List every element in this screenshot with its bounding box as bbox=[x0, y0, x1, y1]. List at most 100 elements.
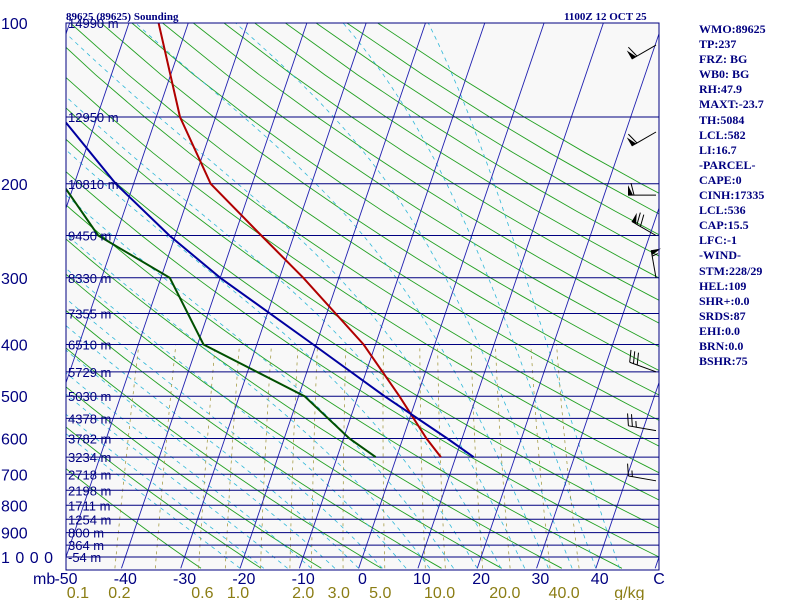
isotherm bbox=[417, 23, 604, 569]
mixing-ratio-label: 0.2 bbox=[108, 585, 130, 600]
temperature-tick-label: -40 bbox=[114, 571, 137, 588]
temperature-tick-label: 20 bbox=[472, 571, 490, 588]
moist-adiabat bbox=[427, 23, 620, 569]
isotherm bbox=[595, 381, 659, 569]
dry-adiabat bbox=[66, 171, 659, 558]
wind-barb bbox=[626, 44, 657, 60]
pressure-axis-unit: mb bbox=[33, 571, 55, 588]
temperature-tick-label: -20 bbox=[232, 571, 255, 588]
dry-adiabat bbox=[193, 23, 659, 324]
wind-barb-feather bbox=[627, 46, 638, 57]
mixing-ratio-label: 1.0 bbox=[227, 585, 249, 600]
wind-barb-flag bbox=[628, 185, 633, 196]
moist-adiabat bbox=[135, 23, 549, 569]
height-label: 3234 m bbox=[68, 450, 111, 465]
pressure-tick-label: 500 bbox=[1, 389, 28, 406]
dry-adiabat bbox=[70, 23, 659, 421]
height-label: 5030 m bbox=[68, 389, 111, 404]
mixing-ratio-label: 20.0 bbox=[489, 585, 520, 600]
pressure-tick-label: 200 bbox=[1, 177, 28, 194]
index-line: CINH:17335 bbox=[699, 188, 765, 203]
mixing-ratio-line bbox=[114, 344, 140, 569]
wind-barb-feather bbox=[636, 212, 641, 225]
dry-adiabat bbox=[131, 23, 659, 372]
dry-adiabat bbox=[100, 23, 659, 396]
height-label: 800 m bbox=[68, 526, 104, 541]
height-label: 12950 m bbox=[68, 110, 119, 125]
wind-barb-staff bbox=[628, 475, 657, 482]
mixing-ratio-line bbox=[342, 344, 347, 569]
isotherm bbox=[66, 23, 249, 559]
moist-adiabat bbox=[66, 194, 454, 569]
mixing-ratio-label: 10.0 bbox=[424, 585, 455, 600]
height-label: 6510 m bbox=[68, 338, 111, 353]
pressure-tick-label: 700 bbox=[1, 467, 28, 484]
mixing-ratio-label: 0.6 bbox=[191, 585, 213, 600]
index-line: -PARCEL- bbox=[699, 157, 756, 172]
wind-barb-staff bbox=[631, 221, 657, 236]
mixing-ratio-line bbox=[260, 344, 272, 569]
moist-adiabat bbox=[66, 433, 241, 569]
index-line: STM:228/29 bbox=[699, 263, 763, 278]
plot-frame bbox=[65, 22, 660, 571]
index-line: BSHR:75 bbox=[699, 354, 748, 369]
dry-adiabat bbox=[254, 23, 659, 279]
mixing-ratio-line bbox=[470, 344, 484, 569]
mixing-ratio-line bbox=[419, 344, 426, 569]
mixing-ratio-label: 40.0 bbox=[549, 585, 580, 600]
index-line: TH:5084 bbox=[699, 112, 745, 127]
wind-barb-feather bbox=[630, 182, 635, 196]
wind-barb-feather bbox=[627, 133, 638, 144]
height-label: 364 m bbox=[68, 538, 104, 553]
dewpoint-profile bbox=[66, 187, 377, 458]
temperature-tick-label: C bbox=[653, 571, 665, 588]
mixing-ratio-label: 5.0 bbox=[369, 585, 391, 600]
temperature-tick-label: 30 bbox=[532, 571, 550, 588]
wind-barb-flag bbox=[626, 50, 637, 60]
pressure-tick-label: 1000 bbox=[1, 550, 53, 567]
sounding-time: 1100Z 12 OCT 25 bbox=[564, 11, 647, 23]
wind-barb-feather bbox=[627, 413, 629, 426]
height-label: 5729 m bbox=[68, 365, 111, 380]
plot-area bbox=[66, 23, 659, 570]
index-line: SRDS:87 bbox=[699, 308, 746, 323]
pressure-tick-label: 300 bbox=[1, 271, 28, 288]
index-line: CAP:15.5 bbox=[699, 218, 749, 233]
isotherm bbox=[66, 23, 71, 36]
dry-adiabat bbox=[66, 46, 659, 447]
moist-adiabat bbox=[235, 23, 573, 569]
wind-barb-feather bbox=[639, 214, 645, 227]
pressure-tick-label: 600 bbox=[1, 432, 28, 449]
wind-barb-feather bbox=[630, 414, 633, 427]
wind-barb-flag bbox=[626, 137, 637, 147]
dry-adiabat bbox=[66, 309, 442, 569]
wind-barb bbox=[627, 413, 657, 432]
index-line: FRZ: BG bbox=[699, 52, 748, 67]
height-label: 10810 m bbox=[68, 177, 119, 192]
temperature-tick-label: -30 bbox=[173, 571, 196, 588]
wind-barb bbox=[629, 349, 657, 373]
dry-adiabat bbox=[223, 23, 659, 301]
moist-adiabat bbox=[66, 349, 336, 569]
height-label: 2198 m bbox=[68, 483, 111, 498]
isotherm bbox=[476, 32, 659, 569]
mixing-ratio-label: 0.1 bbox=[67, 585, 89, 600]
index-line: LFC:-1 bbox=[699, 233, 737, 248]
mixing-ratio-line bbox=[154, 344, 177, 569]
temperature-profile bbox=[157, 23, 442, 458]
indices-panel: WMO:89625 TP:237 FRZ: BG WB0: BG RH:47.9 MAXT… bbox=[699, 22, 799, 369]
wind-barb bbox=[631, 212, 657, 236]
height-label: 1254 m bbox=[68, 512, 111, 527]
isotherm bbox=[180, 23, 367, 569]
mixing-ratio-line bbox=[437, 344, 446, 569]
height-label: 9450 m bbox=[68, 228, 111, 243]
index-line: -WIND- bbox=[699, 248, 741, 263]
moist-adiabat bbox=[66, 149, 478, 569]
temperature-tick-label: 0 bbox=[358, 571, 367, 588]
index-line: SHR+:0.0 bbox=[699, 293, 750, 308]
isotherm bbox=[0, 11, 14, 568]
wind-barb bbox=[627, 463, 657, 482]
isotherm bbox=[121, 23, 308, 569]
height-label: 3782 m bbox=[68, 432, 111, 447]
wind-barb-staff bbox=[629, 361, 657, 373]
